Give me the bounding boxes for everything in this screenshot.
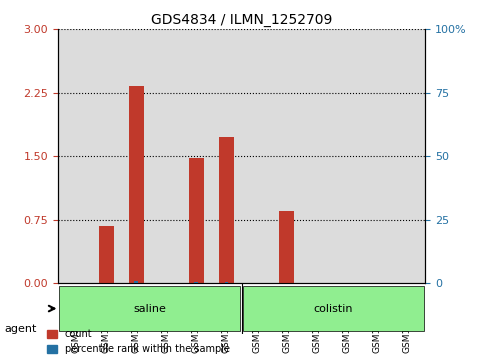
Text: colistin: colistin (313, 303, 353, 314)
Bar (225, 282, 228, 283)
Bar (128, 86, 144, 283)
Bar (195, 282, 198, 283)
FancyBboxPatch shape (59, 286, 240, 331)
Legend: count, percentile rank within the sample: count, percentile rank within the sample (43, 326, 234, 358)
Bar (134, 281, 138, 283)
Bar (189, 158, 204, 283)
Bar (279, 211, 294, 283)
Bar (99, 225, 114, 283)
Title: GDS4834 / ILMN_1252709: GDS4834 / ILMN_1252709 (151, 13, 332, 26)
Text: agent: agent (5, 323, 37, 334)
Bar (219, 138, 234, 283)
FancyBboxPatch shape (243, 286, 424, 331)
Text: saline: saline (133, 303, 166, 314)
